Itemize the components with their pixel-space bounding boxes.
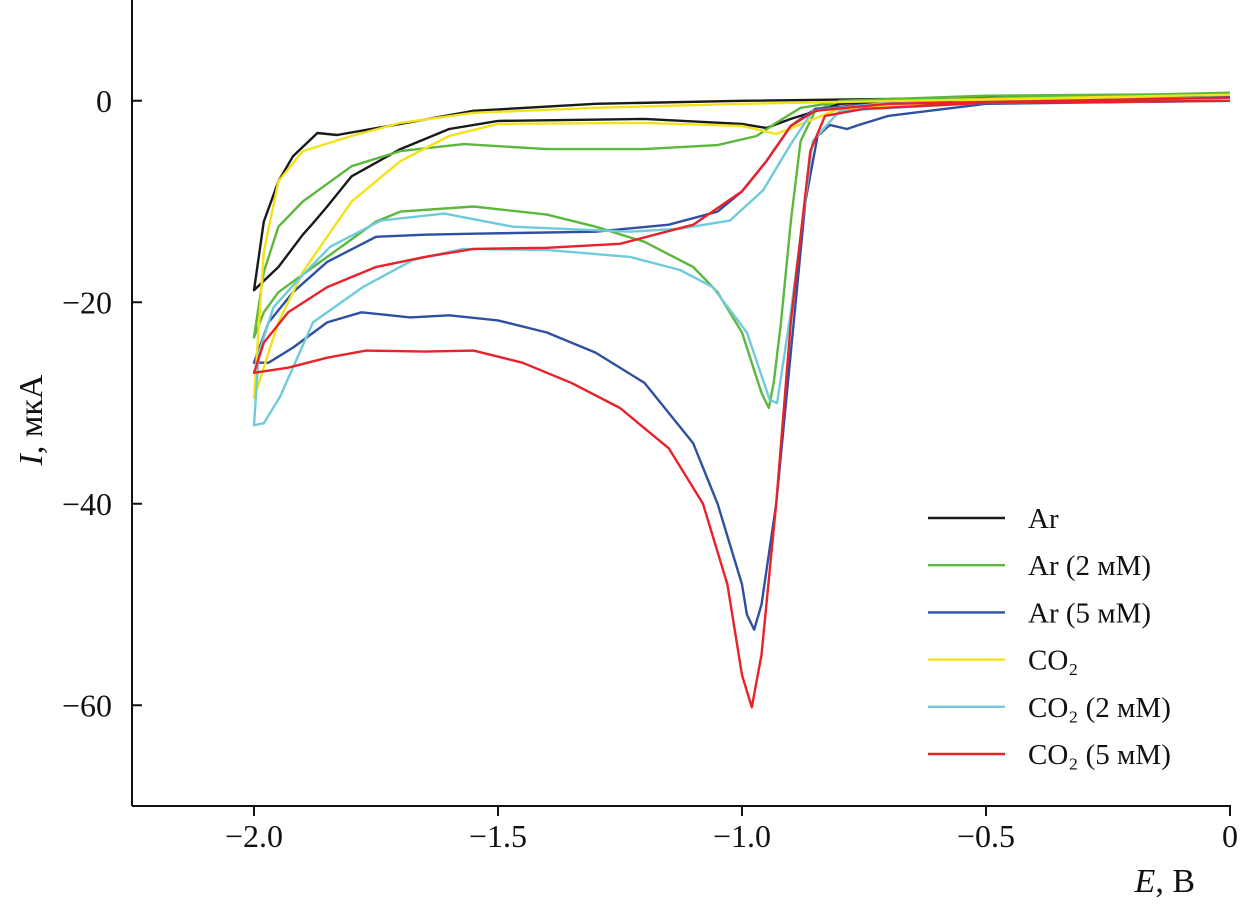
series-line-4 bbox=[252, 96, 1231, 427]
legend-label-2: Ar (5 мМ) bbox=[1028, 597, 1151, 629]
x-tick-label: −1.0 bbox=[713, 818, 771, 854]
y-axis-label: I, мкА bbox=[13, 374, 50, 466]
x-tick-label: −2.0 bbox=[225, 818, 283, 854]
y-axis-symbol: I bbox=[13, 452, 50, 466]
series-curves bbox=[252, 91, 1231, 709]
x-axis-label: E, В bbox=[1134, 863, 1195, 900]
y-tick-label: −20 bbox=[62, 284, 112, 320]
legend-label-5: CO₂ (5 мМ) bbox=[1028, 739, 1171, 771]
legend-label-0: Ar bbox=[1028, 503, 1059, 535]
legend: Ar Ar (2 мМ) Ar (5 мМ) CO₂ CO₂ (2 мМ) CO₂ (5 … bbox=[928, 503, 1171, 771]
legend-label-4: CO₂ (2 мМ) bbox=[1028, 692, 1171, 724]
y-axis-unit: , мкА bbox=[13, 374, 50, 454]
x-ticks: −2.0 −1.5 −1.0 −0.5 0 bbox=[225, 806, 1238, 854]
y-tick-label: 0 bbox=[96, 83, 112, 119]
x-tick-label: −1.5 bbox=[469, 818, 527, 854]
x-axis-symbol: E bbox=[1134, 863, 1156, 900]
x-axis-unit: , В bbox=[1155, 863, 1195, 900]
y-tick-label: −40 bbox=[62, 486, 112, 522]
series-line-5 bbox=[252, 96, 1231, 709]
x-tick-label: −0.5 bbox=[957, 818, 1015, 854]
series-line-3 bbox=[252, 93, 1231, 400]
y-ticks: 0 −20 −40 −60 bbox=[62, 83, 142, 723]
series-line-1 bbox=[252, 91, 1231, 410]
legend-label-1: Ar (2 мМ) bbox=[1028, 550, 1151, 582]
x-tick-label: 0 bbox=[1222, 818, 1238, 854]
y-tick-label: −60 bbox=[62, 687, 112, 723]
legend-label-3: CO₂ bbox=[1028, 645, 1078, 677]
